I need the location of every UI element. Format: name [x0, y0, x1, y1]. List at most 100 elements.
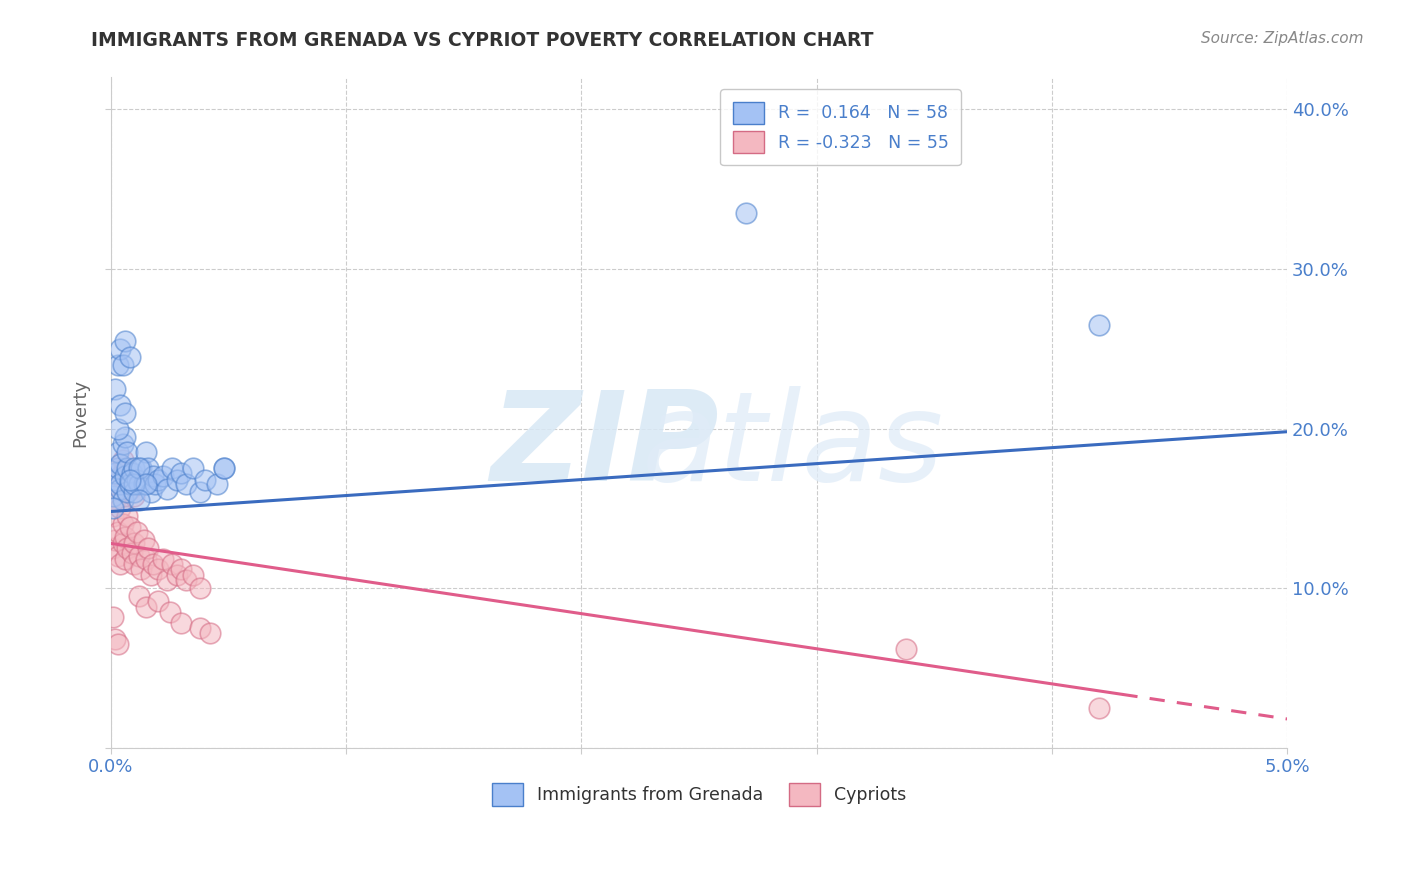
Point: [108, 342, 131, 356]
Point: [111, 493, 134, 508]
Point: [194, 473, 217, 487]
Point: [115, 473, 138, 487]
Point: [146, 473, 169, 487]
Point: [212, 461, 235, 475]
Point: [205, 477, 228, 491]
Point: [111, 358, 134, 372]
Point: [212, 461, 235, 475]
Point: [188, 581, 211, 595]
Point: [1088, 700, 1111, 714]
Point: [160, 557, 183, 571]
Point: [108, 482, 131, 496]
Point: [107, 549, 129, 564]
Point: [108, 398, 131, 412]
Point: [174, 477, 197, 491]
Point: [170, 466, 193, 480]
Point: [118, 477, 141, 491]
Point: [115, 485, 138, 500]
Point: [174, 573, 197, 587]
Point: [139, 568, 162, 582]
Point: [114, 469, 136, 483]
Point: [152, 552, 174, 566]
Point: [159, 605, 181, 619]
Point: [118, 482, 141, 496]
Point: [115, 445, 138, 459]
Point: [107, 358, 129, 372]
Point: [142, 469, 165, 483]
Point: [107, 461, 129, 475]
Point: [114, 530, 136, 544]
Point: [108, 457, 131, 471]
Point: [152, 469, 174, 483]
Point: [114, 406, 136, 420]
Point: [128, 589, 150, 603]
Point: [104, 477, 127, 491]
Point: [114, 461, 136, 475]
Point: [894, 641, 917, 656]
Y-axis label: Poverty: Poverty: [72, 378, 89, 447]
Point: [128, 493, 150, 508]
Text: Source: ZipAtlas.com: Source: ZipAtlas.com: [1201, 31, 1364, 46]
Point: [181, 568, 204, 582]
Point: [104, 533, 127, 548]
Point: [108, 469, 131, 483]
Point: [104, 493, 127, 508]
Point: [111, 437, 134, 451]
Point: [138, 461, 160, 475]
Point: [115, 541, 138, 556]
Point: [160, 461, 183, 475]
Point: [104, 632, 127, 647]
Text: atlas: atlas: [643, 385, 943, 507]
Point: [124, 489, 146, 503]
Point: [131, 562, 153, 576]
Point: [118, 350, 141, 364]
Point: [170, 616, 193, 631]
Point: [107, 461, 129, 475]
Point: [125, 525, 148, 540]
Point: [104, 382, 127, 396]
Point: [1088, 318, 1111, 332]
Point: [101, 541, 124, 556]
Point: [104, 473, 127, 487]
Point: [166, 568, 188, 582]
Point: [128, 549, 150, 564]
Point: [124, 461, 146, 475]
Point: [108, 557, 131, 571]
Point: [115, 461, 138, 475]
Point: [156, 482, 179, 496]
Point: [156, 573, 179, 587]
Point: [135, 552, 157, 566]
Point: [146, 562, 169, 576]
Point: [101, 501, 124, 516]
Point: [107, 421, 129, 435]
Point: [124, 477, 146, 491]
Point: [114, 429, 136, 443]
Point: [135, 600, 157, 615]
Point: [128, 477, 150, 491]
Point: [101, 509, 124, 524]
Point: [118, 473, 141, 487]
Point: [135, 445, 157, 459]
Point: [131, 461, 153, 475]
Point: [132, 477, 155, 491]
Point: [101, 610, 124, 624]
Point: [170, 562, 193, 576]
Point: [114, 552, 136, 566]
Point: [124, 536, 146, 550]
Legend: Immigrants from Grenada, Cypriots: Immigrants from Grenada, Cypriots: [485, 777, 914, 813]
Point: [124, 557, 146, 571]
Point: [142, 557, 165, 571]
Point: [181, 461, 204, 475]
Point: [188, 621, 211, 635]
Point: [135, 477, 157, 491]
Point: [115, 509, 138, 524]
Text: ZIP: ZIP: [491, 385, 720, 507]
Point: [145, 477, 167, 491]
Point: [108, 501, 131, 516]
Point: [735, 206, 758, 220]
Point: [104, 466, 127, 480]
Text: IMMIGRANTS FROM GRENADA VS CYPRIOT POVERTY CORRELATION CHART: IMMIGRANTS FROM GRENADA VS CYPRIOT POVER…: [91, 31, 875, 50]
Point: [188, 485, 211, 500]
Point: [166, 473, 188, 487]
Point: [108, 477, 131, 491]
